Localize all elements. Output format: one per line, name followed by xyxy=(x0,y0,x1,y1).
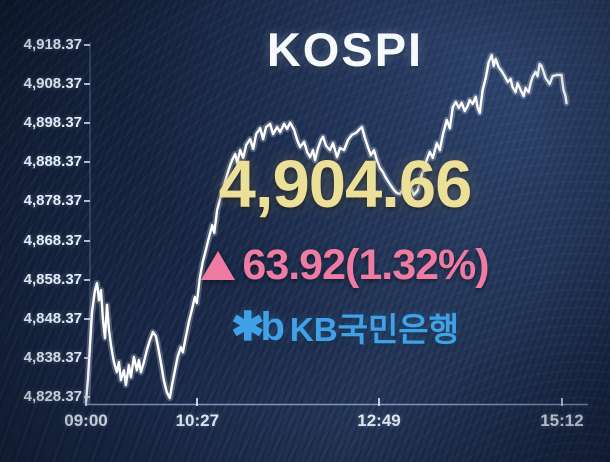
x-axis-tick-mark xyxy=(378,398,380,406)
price-line xyxy=(84,53,568,404)
y-axis-tick-mark xyxy=(84,83,90,86)
y-axis-tick-label: 4,878.37 xyxy=(23,192,82,210)
y-axis-tick-label: 4,838.37 xyxy=(23,348,82,366)
x-axis-tick-label: 15:12 xyxy=(540,411,584,430)
y-axis-tick-label: 4,918.37 xyxy=(23,36,82,53)
x-axis-tick-mark xyxy=(196,398,199,406)
y-axis-tick-label: 4,898.37 xyxy=(23,114,82,132)
x-axis-tick-mark xyxy=(85,398,87,406)
y-axis-tick-label: 4,828.37 xyxy=(23,388,82,405)
x-axis-tick-mark xyxy=(560,398,563,406)
y-axis-tick-label: 4,858.37 xyxy=(23,270,82,288)
y-axis-tick-mark xyxy=(84,356,90,359)
x-axis-tick-label: 12:49 xyxy=(357,411,401,430)
y-axis-tick-mark xyxy=(84,44,90,46)
y-axis-tick-mark xyxy=(84,161,90,164)
y-axis-tick-label: 4,848.37 xyxy=(23,309,82,327)
y-axis-tick-mark xyxy=(84,122,90,125)
y-axis-tick-label: 4,908.37 xyxy=(23,75,82,93)
y-axis-tick-label: 4,868.37 xyxy=(23,231,82,249)
y-axis-tick-mark xyxy=(84,317,90,320)
y-axis-tick-mark xyxy=(84,278,90,281)
y-axis-tick-mark xyxy=(84,396,90,398)
y-axis-tick-mark xyxy=(84,239,90,242)
y-axis-tick-label: 4,888.37 xyxy=(23,153,82,171)
x-axis-tick-label: 09:00 xyxy=(64,411,108,430)
x-axis-tick-label: 10:27 xyxy=(175,411,220,430)
y-axis-tick-mark xyxy=(84,200,90,203)
